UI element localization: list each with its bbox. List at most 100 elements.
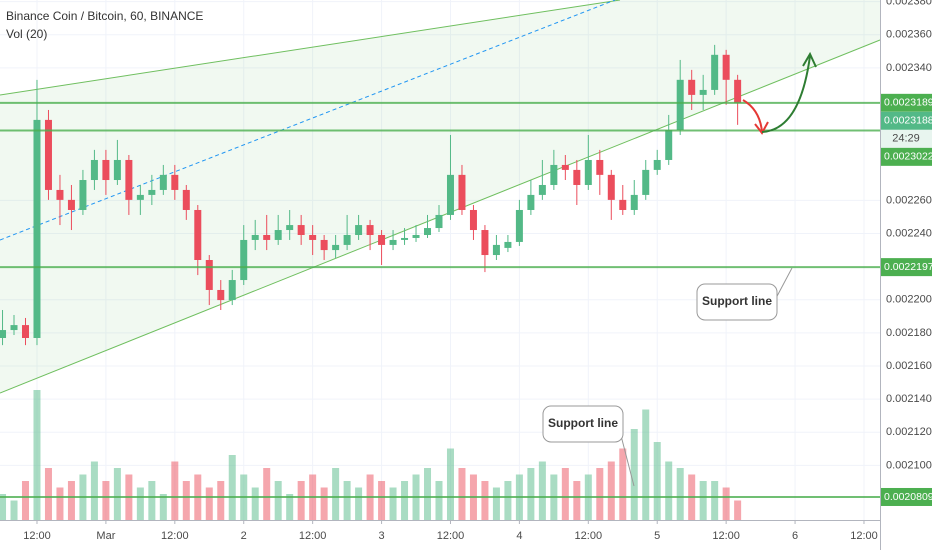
x-tick-label: Mar (96, 530, 115, 542)
volume-bar (676, 468, 684, 520)
channel-median (0, 0, 616, 241)
candle-body (320, 239, 328, 251)
annotation: Support line (702, 294, 772, 308)
candle-body (56, 189, 64, 200)
x-tick-label: 12:00 (850, 530, 878, 542)
candle-body (79, 180, 87, 210)
volume-bar (446, 448, 454, 520)
price-label: 0.0023188 (884, 115, 932, 127)
countdown: 24:29 (892, 133, 920, 145)
volume-bar (527, 468, 535, 520)
volume-bar (699, 481, 707, 520)
candle-body (90, 159, 98, 181)
candle-body (699, 89, 707, 95)
volume-bar (492, 487, 500, 520)
candle-body (561, 164, 569, 170)
candle-body (458, 174, 466, 210)
candle-body (148, 189, 156, 195)
arrow-down (742, 99, 763, 133)
callout-box (542, 405, 624, 443)
volume-bar (286, 494, 294, 520)
volume-bar (573, 481, 581, 520)
volume-bar (596, 468, 604, 520)
candle-body (504, 241, 512, 248)
level-label-bg (881, 147, 932, 166)
arrow-up-head (802, 51, 817, 68)
volume-bar (90, 461, 98, 520)
candle-body (401, 237, 409, 240)
volume-bar (56, 487, 64, 520)
callout-pointer (774, 267, 793, 301)
candle-body (527, 194, 535, 210)
volume-bar (182, 481, 190, 520)
candle-body (711, 54, 719, 90)
volume-bar (113, 468, 121, 520)
volume-bar (320, 487, 328, 520)
candle-body (492, 244, 500, 256)
candle-body (481, 230, 489, 256)
candle-body (469, 209, 477, 231)
candle-body (67, 199, 75, 210)
volume-bar (136, 487, 144, 520)
candle-body (435, 214, 443, 229)
candle-body (596, 159, 604, 175)
volume-bar (734, 500, 742, 520)
candle-body (274, 230, 282, 240)
volume-bar (355, 487, 363, 520)
candle-body (125, 159, 133, 200)
candle-body (44, 119, 52, 190)
volume-bar (401, 481, 409, 520)
candle-body (228, 280, 236, 301)
candle-body (378, 234, 386, 245)
x-tick-label: 12:00 (575, 530, 603, 542)
candle-body (722, 54, 730, 80)
candle-body (446, 174, 454, 215)
candle-body (366, 225, 374, 235)
volume-bar (251, 487, 259, 520)
volume-bar (274, 481, 282, 520)
chart-title: Binance Coin / Bitcoin, 60, BINANCE (6, 9, 203, 23)
volume-bar (424, 468, 432, 520)
x-tick-label: 4 (516, 530, 522, 542)
candle-body (619, 199, 627, 210)
candle-body (642, 169, 650, 195)
volume-bar (171, 461, 179, 520)
volume-bar (205, 487, 213, 520)
candle-body (263, 234, 271, 240)
level-label: 0.0023189 (884, 97, 932, 109)
volume-bar (653, 442, 661, 520)
candle-body (286, 225, 294, 231)
level-label: 0.0023022 (884, 151, 932, 163)
volume-bar (458, 468, 466, 520)
candle-body (665, 130, 673, 160)
callout-box (696, 283, 778, 321)
volume-bar (711, 481, 719, 520)
levels (0, 101, 880, 498)
candle-body (355, 225, 363, 235)
volume-bar (297, 481, 305, 520)
candle-body (343, 234, 351, 245)
y-tick-label: 0.0021000 (886, 459, 932, 471)
candle-body (607, 174, 615, 200)
candle-body (240, 239, 248, 281)
volume-bar (228, 455, 236, 520)
candle-body (734, 79, 742, 104)
candle-body (688, 79, 696, 95)
volume-bar (619, 448, 627, 520)
level-label: 0.0020809 (884, 491, 932, 503)
price-label-bg (881, 111, 932, 130)
x-tick-label: 12:00 (437, 530, 465, 542)
volume-bar (665, 461, 673, 520)
candle-body (136, 194, 144, 200)
candle-body (630, 194, 638, 210)
volume-bar (378, 481, 386, 520)
indicator-label: Vol (20) (6, 27, 47, 41)
